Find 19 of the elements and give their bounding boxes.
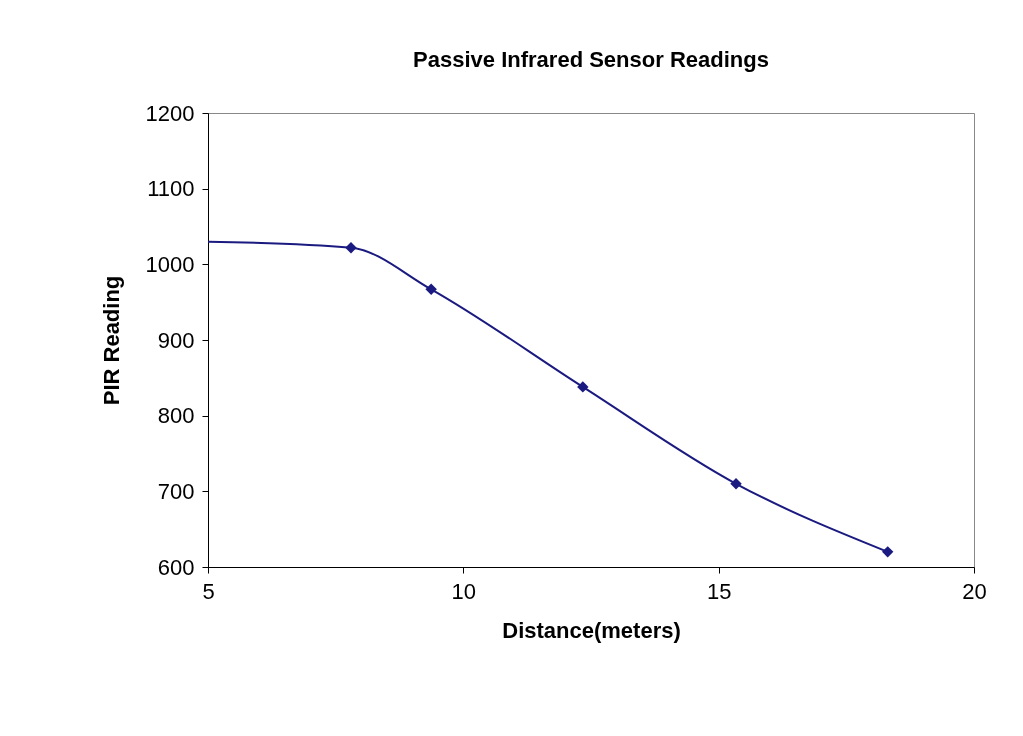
x-tick-label: 20 xyxy=(962,578,987,604)
x-tick-label: 10 xyxy=(451,578,477,604)
y-tick-label: 800 xyxy=(157,403,195,429)
y-tick-label: 1200 xyxy=(145,100,195,126)
y-tick-label: 1000 xyxy=(145,251,195,277)
chart-title: Passive Infrared Sensor Readings xyxy=(413,47,769,72)
y-axis-title: PIR Reading xyxy=(98,275,124,406)
point xyxy=(425,283,437,295)
y-tick-label: 600 xyxy=(157,554,195,580)
x-tick-label: 15 xyxy=(706,578,732,604)
y-tick-label: 1100 xyxy=(147,176,195,202)
x-axis-title: Distance(meters) xyxy=(502,617,681,643)
point xyxy=(345,241,357,254)
y-tick-label: 700 xyxy=(157,478,195,504)
y-tick-label: 900 xyxy=(157,327,195,353)
point xyxy=(882,546,894,558)
x-tick-label: 5 xyxy=(202,578,215,604)
point xyxy=(730,478,742,490)
point xyxy=(577,381,589,393)
